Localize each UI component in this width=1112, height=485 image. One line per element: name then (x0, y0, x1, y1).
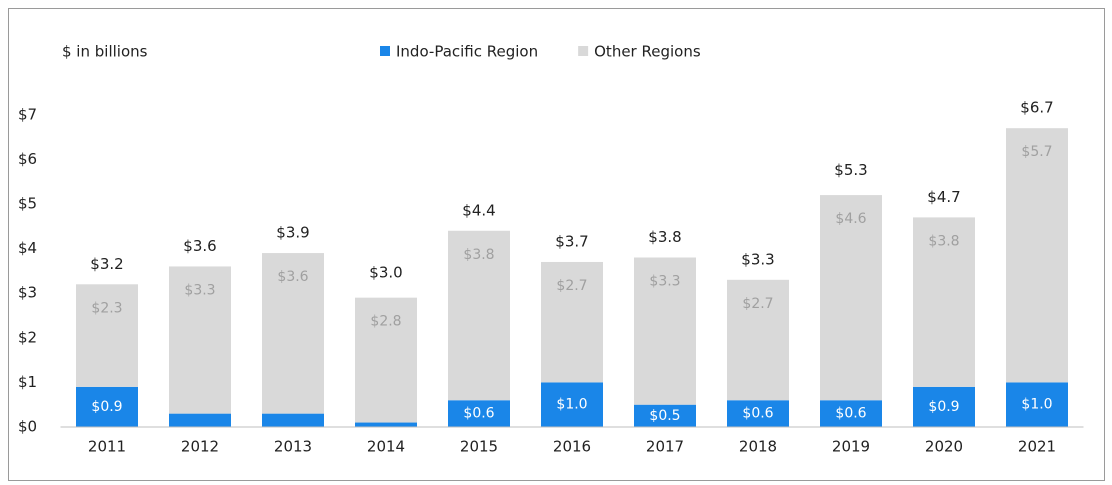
value-label: $2.3 (91, 300, 122, 316)
bar-segment (169, 266, 231, 414)
bar-segment (913, 217, 975, 387)
value-label: $3.6 (277, 269, 308, 285)
bar-segment (169, 413, 231, 427)
bar-segment (448, 400, 510, 427)
x-tick-label: 2017 (646, 438, 684, 456)
bar-segment (1006, 128, 1068, 383)
bar-segment (262, 253, 324, 414)
value-label: $2.8 (370, 314, 401, 330)
total-label: $3.8 (648, 228, 681, 246)
x-tick-label: 2021 (1018, 438, 1056, 456)
legend-label: Other Regions (594, 43, 701, 61)
y-tick-label: $7 (18, 105, 37, 123)
bar-segment (541, 261, 603, 383)
value-label: $5.7 (1021, 144, 1052, 160)
bar-segment (634, 257, 696, 405)
total-label: $4.4 (462, 201, 495, 219)
value-label: $4.6 (835, 211, 866, 227)
value-label: $0.9 (928, 399, 959, 415)
bar-segment (727, 400, 789, 427)
total-label: $3.2 (90, 255, 123, 273)
value-label: $0.6 (835, 406, 866, 422)
x-tick-label: 2014 (367, 438, 405, 456)
y-tick-label: $2 (18, 328, 37, 346)
x-tick-label: 2011 (88, 438, 126, 456)
total-label: $5.3 (834, 161, 867, 179)
value-label: $3.8 (928, 233, 959, 249)
total-label: $6.7 (1020, 99, 1053, 117)
y-tick-label: $6 (18, 150, 37, 168)
bar-segment (76, 386, 138, 427)
bar-segment (820, 195, 882, 401)
y-tick-label: $1 (18, 373, 37, 391)
value-label: $0.6 (463, 406, 494, 422)
x-tick-label: 2020 (925, 438, 963, 456)
bar-segment (541, 382, 603, 427)
x-tick-label: 2012 (181, 438, 219, 456)
x-tick-label: 2013 (274, 438, 312, 456)
bar-segment (913, 386, 975, 427)
bar-segment (727, 279, 789, 401)
bar-segment (355, 297, 417, 423)
y-tick-label: $5 (18, 195, 37, 213)
bar-segment (262, 413, 324, 427)
total-label: $3.6 (183, 237, 216, 255)
y-tick-label: $0 (18, 418, 37, 436)
value-label: $3.3 (649, 274, 680, 290)
value-label: $3.8 (463, 247, 494, 263)
bar-segment (820, 400, 882, 427)
legend-swatch (578, 46, 589, 56)
value-label: $1.0 (556, 397, 587, 413)
value-label: $0.5 (649, 408, 680, 424)
bar-segment (76, 284, 138, 387)
total-label: $3.7 (555, 232, 588, 250)
x-tick-label: 2018 (739, 438, 777, 456)
value-label: $0.9 (91, 399, 122, 415)
bar-segment (448, 230, 510, 401)
bar-segment (1006, 382, 1068, 427)
total-label: $3.9 (276, 224, 309, 242)
value-label: $2.7 (556, 278, 587, 294)
legend-label: Indo-Pacific Region (396, 43, 538, 61)
value-label: $3.3 (184, 282, 215, 298)
value-label: $2.7 (742, 296, 773, 312)
total-label: $3.0 (369, 264, 402, 282)
bar-segment (355, 422, 417, 427)
unit-label: $ in billions (62, 43, 148, 61)
bar-segment (634, 404, 696, 427)
y-tick-label: $3 (18, 284, 37, 302)
x-tick-label: 2016 (553, 438, 591, 456)
x-tick-label: 2019 (832, 438, 870, 456)
y-tick-label: $4 (18, 239, 37, 257)
value-label: $1.0 (1021, 397, 1052, 413)
total-label: $3.3 (741, 250, 774, 268)
legend-swatch (380, 46, 390, 56)
total-label: $4.7 (927, 188, 960, 206)
x-tick-label: 2015 (460, 438, 498, 456)
value-label: $0.6 (742, 406, 773, 422)
